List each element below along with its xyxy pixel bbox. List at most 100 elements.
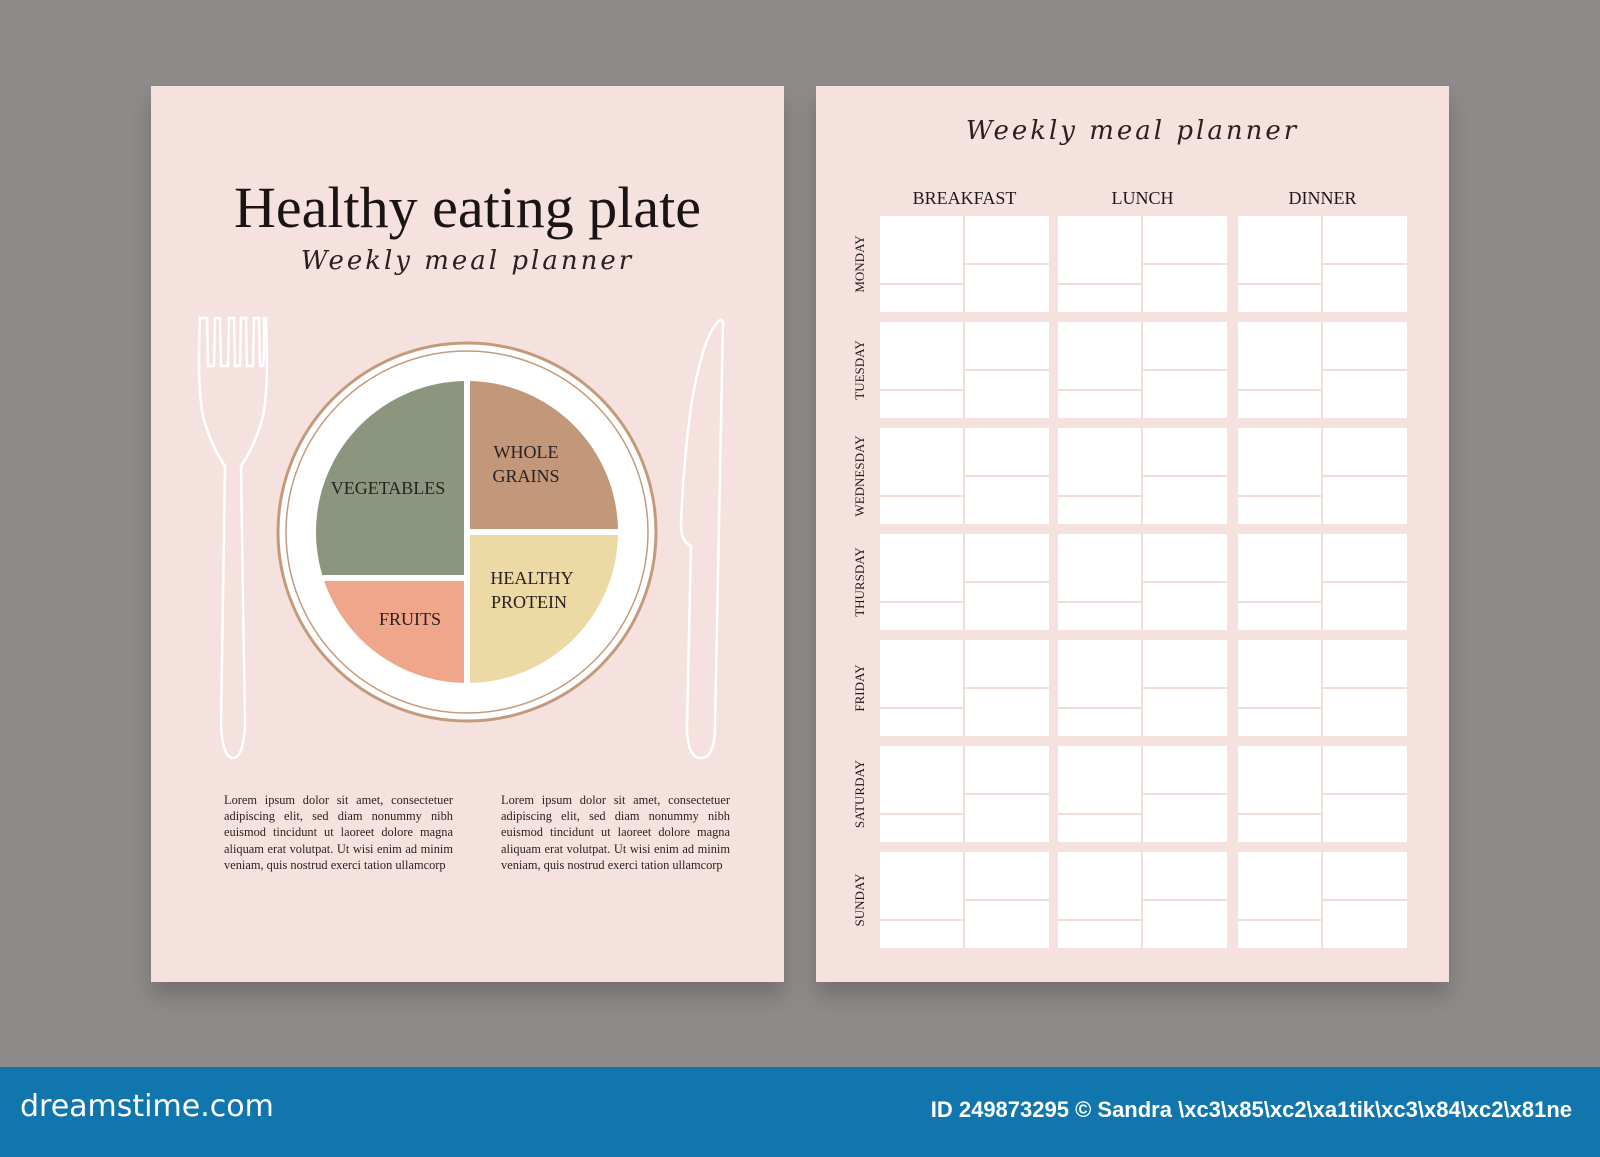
meal-cell-saturday-lunch[interactable] bbox=[1058, 746, 1227, 842]
whole-grains-label-2: GRAINS bbox=[492, 466, 559, 486]
cell-divider bbox=[965, 475, 1049, 477]
cell-divider bbox=[1238, 495, 1321, 497]
cell-divider bbox=[1238, 707, 1321, 709]
fruits-label: FRUITS bbox=[379, 609, 441, 629]
day-label-monday: MONDAY bbox=[850, 216, 870, 312]
cell-divider bbox=[1058, 495, 1141, 497]
cell-divider bbox=[963, 746, 965, 842]
planner-title: Weekly meal planner bbox=[965, 116, 1300, 146]
meal-cell-thursday-breakfast[interactable] bbox=[880, 534, 1049, 630]
meal-cell-tuesday-dinner[interactable] bbox=[1238, 322, 1407, 418]
cell-divider bbox=[880, 919, 963, 921]
cell-divider bbox=[1141, 216, 1143, 312]
meal-header-breakfast: BREAKFAST bbox=[912, 188, 1017, 208]
cell-divider bbox=[1321, 216, 1323, 312]
cell-divider bbox=[1321, 534, 1323, 630]
cell-divider bbox=[1323, 263, 1407, 265]
cell-divider bbox=[1143, 793, 1227, 795]
cell-divider bbox=[1323, 475, 1407, 477]
cell-divider bbox=[965, 581, 1049, 583]
meal-cell-wednesday-lunch[interactable] bbox=[1058, 428, 1227, 524]
cell-divider bbox=[965, 793, 1049, 795]
day-label-text: SATURDAY bbox=[852, 759, 867, 829]
cell-divider bbox=[1141, 640, 1143, 736]
meal-cell-sunday-dinner[interactable] bbox=[1238, 852, 1407, 948]
cell-divider bbox=[880, 283, 963, 285]
day-label-text: THURSDAY bbox=[852, 547, 867, 617]
cell-divider bbox=[1323, 687, 1407, 689]
meal-cell-tuesday-lunch[interactable] bbox=[1058, 322, 1227, 418]
cell-divider bbox=[1323, 899, 1407, 901]
cell-divider bbox=[1321, 640, 1323, 736]
day-label-friday: FRIDAY bbox=[850, 640, 870, 736]
meal-cell-friday-lunch[interactable] bbox=[1058, 640, 1227, 736]
cell-divider bbox=[1238, 919, 1321, 921]
cell-divider bbox=[1141, 852, 1143, 948]
meal-cell-tuesday-breakfast[interactable] bbox=[880, 322, 1049, 418]
healthy-plate-page: Healthy eating plate Weekly meal planner… bbox=[151, 86, 784, 982]
cell-divider bbox=[1238, 389, 1321, 391]
vegetables-label: VEGETABLES bbox=[331, 478, 446, 498]
meal-cell-monday-dinner[interactable] bbox=[1238, 216, 1407, 312]
cell-divider bbox=[880, 389, 963, 391]
cell-divider bbox=[1143, 263, 1227, 265]
cell-divider bbox=[1141, 322, 1143, 418]
day-label-saturday: SATURDAY bbox=[850, 746, 870, 842]
meal-cell-friday-breakfast[interactable] bbox=[880, 640, 1049, 736]
meal-cell-monday-lunch[interactable] bbox=[1058, 216, 1227, 312]
meal-cell-thursday-dinner[interactable] bbox=[1238, 534, 1407, 630]
cell-divider bbox=[1058, 707, 1141, 709]
cell-divider bbox=[963, 534, 965, 630]
cell-divider bbox=[1321, 428, 1323, 524]
meal-cell-thursday-lunch[interactable] bbox=[1058, 534, 1227, 630]
cell-divider bbox=[965, 687, 1049, 689]
cell-divider bbox=[1143, 369, 1227, 371]
page-title: Healthy eating plate bbox=[233, 175, 702, 240]
cell-divider bbox=[1238, 601, 1321, 603]
cell-divider bbox=[1323, 581, 1407, 583]
day-label-text: TUESDAY bbox=[852, 340, 867, 400]
cell-divider bbox=[1238, 283, 1321, 285]
cell-divider bbox=[1321, 322, 1323, 418]
meal-header-dinner: DINNER bbox=[1288, 188, 1357, 208]
cell-divider bbox=[1143, 475, 1227, 477]
cell-divider bbox=[965, 899, 1049, 901]
cell-divider bbox=[1323, 369, 1407, 371]
cell-divider bbox=[1141, 534, 1143, 630]
healthy-protein-label-2: PROTEIN bbox=[491, 592, 567, 612]
cell-divider bbox=[1143, 899, 1227, 901]
cell-divider bbox=[965, 369, 1049, 371]
meal-cell-sunday-lunch[interactable] bbox=[1058, 852, 1227, 948]
cell-divider bbox=[880, 813, 963, 815]
cell-divider bbox=[1143, 687, 1227, 689]
whole-grains-label: WHOLE bbox=[494, 442, 559, 462]
cell-divider bbox=[880, 601, 963, 603]
cell-divider bbox=[963, 322, 965, 418]
cell-divider bbox=[963, 216, 965, 312]
day-label-thursday: THURSDAY bbox=[850, 534, 870, 630]
day-label-text: MONDAY bbox=[852, 235, 867, 293]
day-label-text: FRIDAY bbox=[852, 664, 867, 712]
cell-divider bbox=[1321, 852, 1323, 948]
cell-divider bbox=[965, 263, 1049, 265]
cell-divider bbox=[1321, 746, 1323, 842]
meal-cell-sunday-breakfast[interactable] bbox=[880, 852, 1049, 948]
day-label-tuesday: TUESDAY bbox=[850, 322, 870, 418]
dreamstime-logo: dreamstime.com bbox=[20, 1089, 274, 1124]
meal-cell-friday-dinner[interactable] bbox=[1238, 640, 1407, 736]
meal-header-lunch: LUNCH bbox=[1111, 188, 1174, 208]
day-label-sunday: SUNDAY bbox=[850, 852, 870, 948]
footer-bar: dreamstime.com ID 249873295 © Sandra \xc… bbox=[0, 1067, 1600, 1157]
cell-divider bbox=[1058, 389, 1141, 391]
meal-cell-wednesday-breakfast[interactable] bbox=[880, 428, 1049, 524]
cell-divider bbox=[1058, 919, 1141, 921]
cell-divider bbox=[1323, 793, 1407, 795]
fork-icon bbox=[197, 316, 269, 760]
meal-cell-wednesday-dinner[interactable] bbox=[1238, 428, 1407, 524]
body-paragraph: Lorem ipsum dolor sit amet, consectetuer… bbox=[224, 793, 453, 872]
cell-divider bbox=[1141, 746, 1143, 842]
day-label-wednesday: WEDNESDAY bbox=[850, 428, 870, 524]
meal-cell-saturday-breakfast[interactable] bbox=[880, 746, 1049, 842]
meal-cell-monday-breakfast[interactable] bbox=[880, 216, 1049, 312]
meal-cell-saturday-dinner[interactable] bbox=[1238, 746, 1407, 842]
